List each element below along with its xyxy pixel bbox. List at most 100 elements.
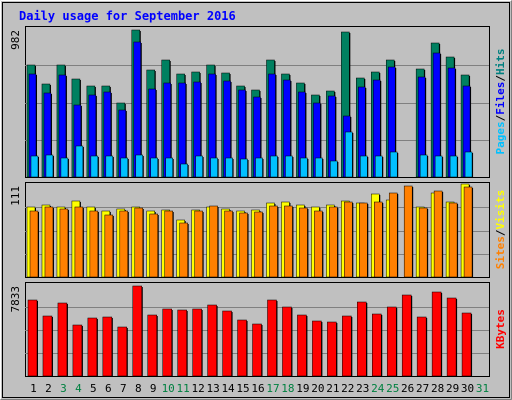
x-tick-label: 16	[251, 382, 264, 395]
series-kbytes-bar	[312, 320, 322, 377]
y-max-label: 7833	[9, 286, 22, 313]
x-tick-label: 24	[371, 382, 385, 395]
series-kbytes	[27, 285, 473, 377]
legend-text: Sites/Visits	[494, 190, 507, 270]
series-kbytes-bar	[117, 326, 128, 377]
series-sites-bar	[359, 202, 368, 278]
panels: 982Pages/Files/Hits111Sites/Visits7833KB…	[9, 26, 507, 377]
series-sites-bar	[224, 210, 233, 278]
series-sites-bar	[374, 201, 383, 278]
series-sites-bar	[29, 210, 39, 278]
x-tick-label: 20	[311, 382, 324, 395]
x-tick-label: 30	[461, 382, 474, 395]
x-tick-label: 8	[135, 382, 142, 395]
x-tick-label: 15	[236, 382, 249, 395]
series-pages-bar	[345, 131, 353, 178]
series-pages-bar	[75, 145, 84, 178]
legend-kbytes: KBytes	[494, 309, 507, 349]
series-kbytes-bar	[327, 321, 337, 377]
series-sites-bar	[284, 205, 293, 278]
x-tick-label: 19	[296, 382, 309, 395]
series-sites-bar	[254, 211, 263, 278]
series-kbytes-bar	[162, 308, 172, 377]
series-pages-bar	[195, 155, 203, 178]
series-pages-bar	[300, 157, 308, 178]
series-sites-bar	[314, 210, 323, 278]
series-kbytes-bar	[132, 285, 143, 377]
series-pages-bar	[90, 155, 99, 178]
panel-kbytes: 7833 KBytes	[9, 282, 507, 377]
series-kbytes-bar	[147, 314, 157, 377]
series-sites-bar	[448, 202, 458, 278]
series-kbytes-bar	[461, 312, 472, 377]
series-pages-bar	[285, 155, 293, 178]
x-tick-label: 26	[401, 382, 414, 395]
series-kbytes-bar	[57, 302, 68, 377]
series-sites-bar	[418, 207, 428, 278]
series-pages-bar	[135, 154, 144, 178]
series-pages-bar	[120, 157, 129, 178]
series-kbytes-bar	[386, 306, 397, 377]
series-kbytes-bar	[297, 314, 307, 377]
legend-entry: Files	[494, 82, 507, 115]
series-pages-bar	[315, 157, 323, 178]
series-sites-bar	[463, 186, 473, 278]
series-kbytes-bar	[416, 316, 427, 377]
series-kbytes-bar	[267, 299, 277, 377]
series-kbytes-bar	[446, 297, 457, 377]
series-pages-bar	[419, 154, 428, 178]
series-sites-bar	[433, 190, 443, 278]
series-sites-bar	[164, 210, 173, 278]
x-axis-ticks: 1 2 3 4 5 6 7 8 9 10 11 12 13 14 15 16 17 18 19 20 21 22 23 24 2…	[30, 382, 489, 395]
x-tick-label: 11	[177, 382, 190, 395]
x-tick-label: 31	[476, 382, 489, 395]
x-tick-label: 25	[386, 382, 399, 395]
legend-entry: Hits	[494, 49, 507, 76]
series-files	[28, 41, 472, 178]
series-sites-bar	[329, 206, 338, 278]
x-tick-label: 18	[281, 382, 294, 395]
x-tick-label: 4	[75, 382, 82, 395]
x-tick-label: 3	[60, 382, 67, 395]
series-pages-bar	[105, 155, 114, 178]
x-tick-label: 14	[221, 382, 235, 395]
series-kbytes-bar	[42, 315, 53, 377]
series-pages-bar	[240, 158, 248, 178]
series-pages-bar	[150, 157, 158, 178]
x-tick-label: 2	[45, 382, 52, 395]
series-sites-bar	[194, 210, 203, 278]
series-sites-bar	[269, 205, 278, 278]
series-kbytes-bar	[102, 316, 113, 377]
series-kbytes-bar	[431, 291, 442, 377]
series-pages	[30, 131, 474, 178]
series-sites	[29, 185, 474, 278]
x-tick-label: 9	[150, 382, 157, 395]
panel-visits-sites: 111 Sites/Visits	[9, 182, 507, 278]
series-pages-bar	[330, 160, 338, 178]
series-sites-bar	[149, 213, 158, 278]
series-pages-bar	[30, 155, 39, 178]
series-pages-bar	[434, 155, 443, 178]
series-pages-bar	[449, 155, 458, 178]
legend-entry: Pages	[494, 121, 507, 154]
x-tick-label: 6	[105, 382, 112, 395]
x-tick-label: 17	[266, 382, 279, 395]
series-pages-bar	[464, 151, 473, 178]
series-sites-bar	[403, 185, 413, 278]
series-pages-bar	[389, 151, 398, 178]
legend-separator: /	[494, 75, 507, 82]
series-sites-bar	[179, 222, 188, 278]
series-kbytes-bar	[372, 313, 382, 377]
series-sites-bar	[134, 207, 144, 278]
legend-hits-files-pages: Pages/Files/Hits	[494, 49, 507, 155]
x-tick-label: 21	[326, 382, 339, 395]
series-kbytes-bar	[192, 308, 202, 377]
series-pages-bar	[375, 155, 383, 178]
series-kbytes-bar	[282, 306, 292, 377]
x-tick-label: 23	[356, 382, 369, 395]
x-tick-label: 5	[90, 382, 97, 395]
series-kbytes-bar	[342, 315, 352, 377]
series-pages-bar	[60, 157, 69, 178]
series-kbytes-bar	[401, 294, 412, 377]
series-kbytes-bar	[237, 319, 247, 377]
